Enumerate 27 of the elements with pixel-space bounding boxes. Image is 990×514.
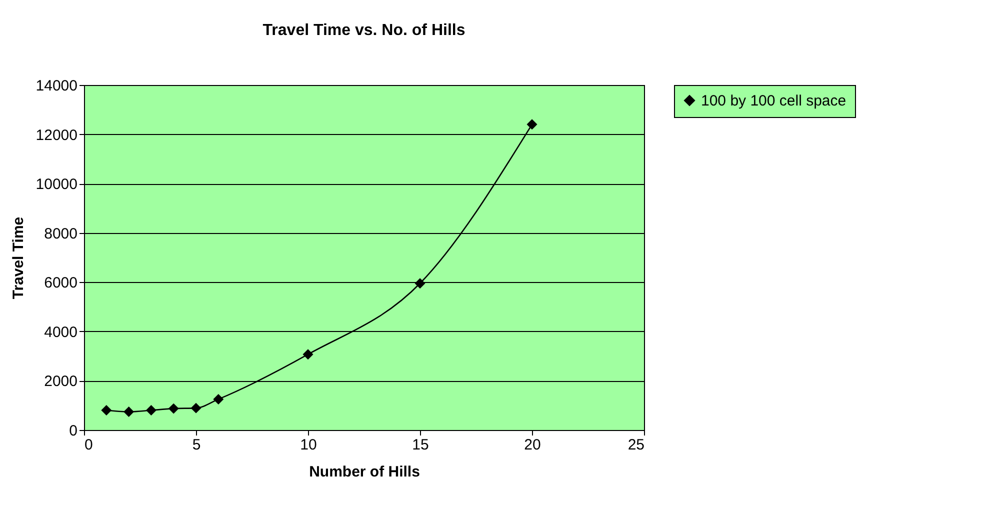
point <box>168 403 179 414</box>
x-tick-label: 0 <box>84 436 93 454</box>
point <box>190 402 202 414</box>
point <box>526 119 538 130</box>
y-tick-label: 2000 <box>44 373 78 390</box>
point <box>302 349 314 360</box>
y-axis-title: Travel Time <box>10 216 27 300</box>
y-tick-label: 14000 <box>36 78 78 94</box>
y-tick-label: 0 <box>69 422 78 440</box>
point <box>101 405 112 416</box>
point <box>146 405 156 416</box>
y-tick-label: 6000 <box>44 274 78 292</box>
x-axis-title: Number of Hills <box>309 464 420 480</box>
x-tick-label: 10 <box>300 436 317 454</box>
x-tick-label: 15 <box>412 436 429 454</box>
chart-title: Travel Time vs. No. of Hills <box>262 22 466 39</box>
point <box>124 406 134 418</box>
x-tick-label: 5 <box>192 436 201 454</box>
legend-label: 100 by 100 cell space <box>701 92 846 110</box>
y-tick-label: 4000 <box>44 324 78 341</box>
y-tick-label: 12000 <box>36 126 78 144</box>
y-tick-label: 8000 <box>44 225 78 242</box>
point <box>414 278 426 289</box>
x-tick-label: 25 <box>628 436 644 454</box>
x-tick-label: 20 <box>524 436 541 454</box>
y-tick-label: 10000 <box>36 176 78 194</box>
point <box>213 394 224 404</box>
